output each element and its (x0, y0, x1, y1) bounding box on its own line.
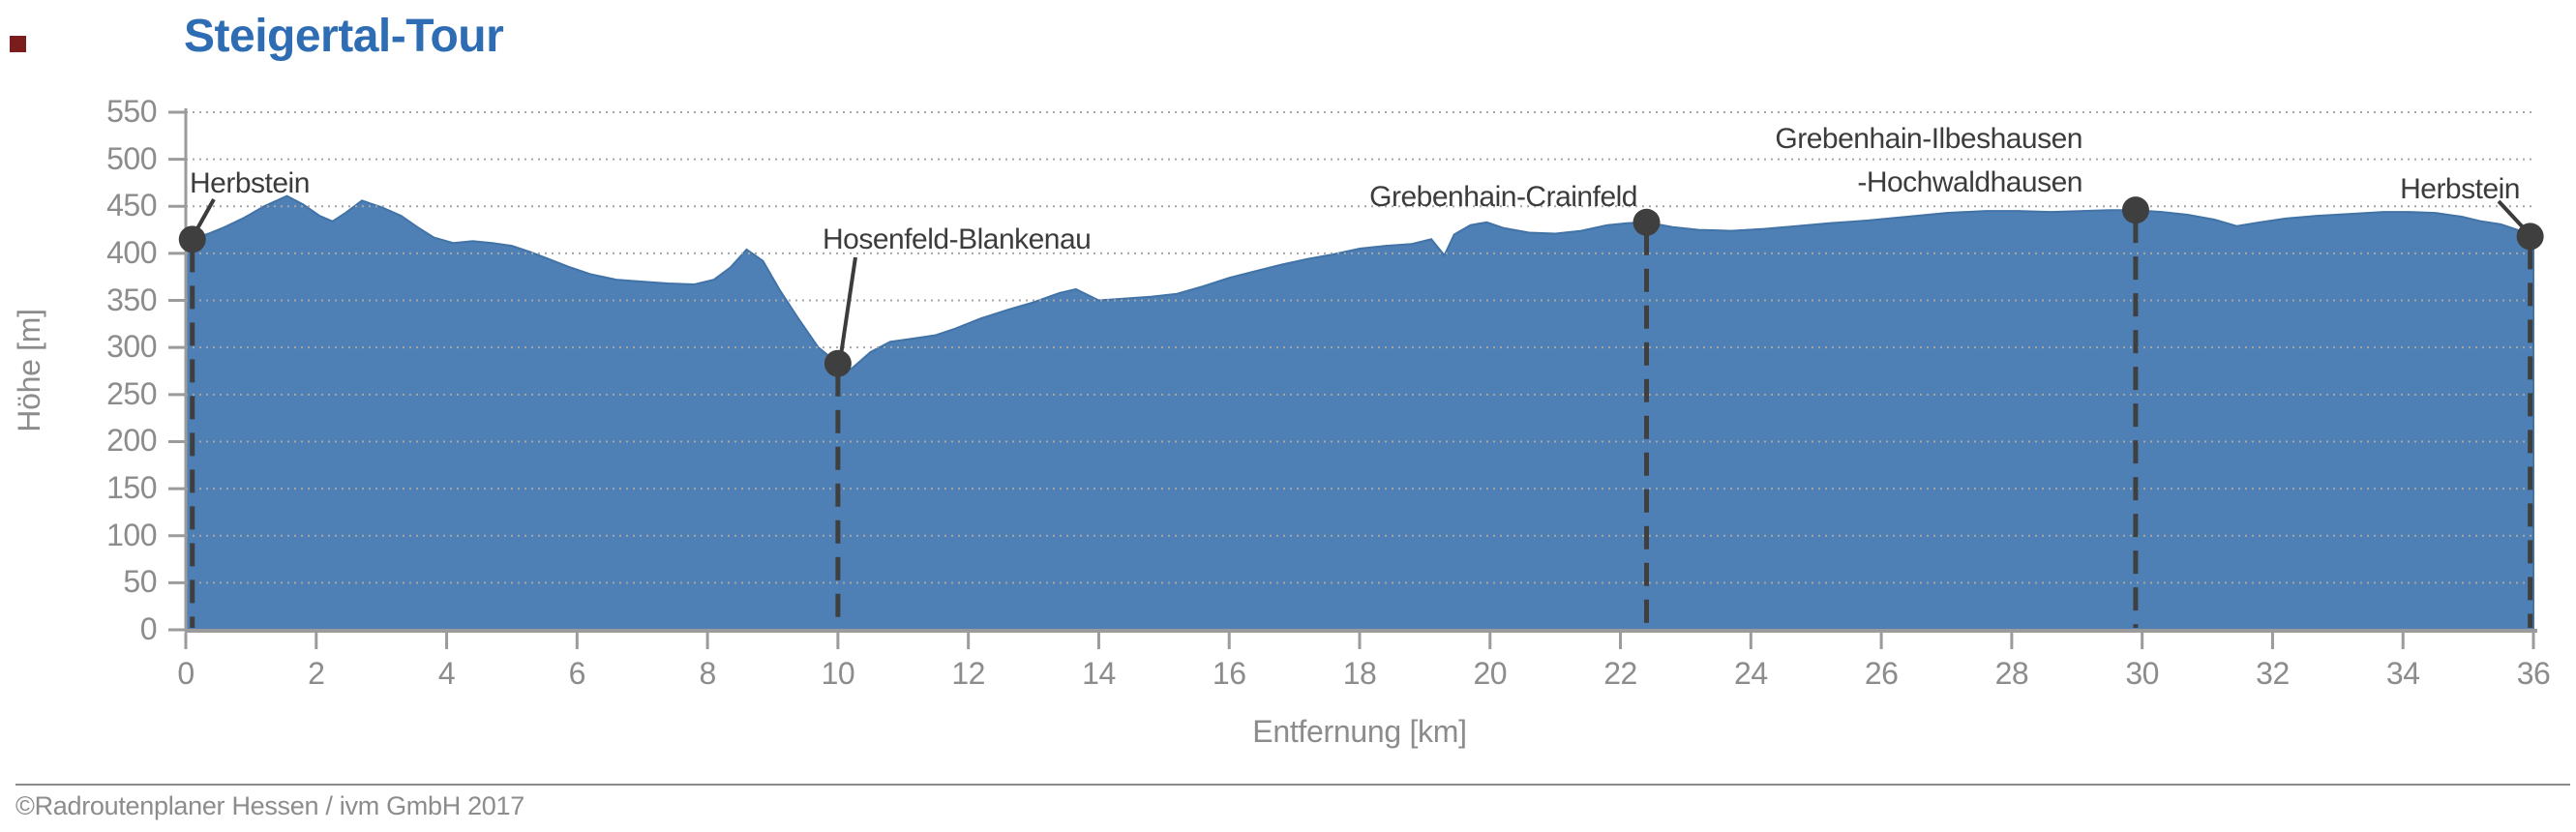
x-tick-label-32: 32 (2256, 656, 2290, 691)
waypoint-dot-1 (824, 349, 852, 377)
x-tick-label-20: 20 (1473, 656, 1508, 691)
x-tick-label-0: 0 (177, 656, 195, 691)
x-tick-label-10: 10 (821, 656, 855, 691)
waypoint-dot-2 (1632, 208, 1661, 236)
y-tick-label-0: 0 (139, 611, 158, 646)
waypoint-label-0: Herbstein (190, 167, 310, 199)
x-tick-label-14: 14 (1082, 656, 1116, 691)
copyright-text: ©Radroutenplaner Hessen / ivm GmbH 2017 (15, 791, 524, 820)
x-tick-label-18: 18 (1342, 656, 1377, 691)
x-tick-label-24: 24 (1734, 656, 1768, 691)
waypoint-leader-0 (195, 198, 216, 231)
y-tick-label-100: 100 (106, 517, 157, 552)
page-title: Steigertal-Tour (184, 11, 504, 62)
y-tick-label-300: 300 (106, 329, 157, 365)
x-tick-label-22: 22 (1603, 656, 1637, 691)
x-tick-label-36: 36 (2516, 656, 2551, 691)
x-axis-title: Entfernung [km] (1252, 714, 1467, 749)
y-tick-label-200: 200 (106, 423, 157, 459)
waypoint-label-3-line1: Grebenhain-Ilbeshausen (1775, 123, 2082, 155)
x-tick-label-6: 6 (568, 656, 586, 691)
x-tick-label-2: 2 (308, 656, 325, 691)
x-tick-label-12: 12 (951, 656, 985, 691)
y-tick-label-550: 550 (106, 94, 157, 129)
waypoint-leader-4 (2497, 199, 2527, 231)
waypoint-leader-1 (839, 256, 857, 356)
x-tick-label-34: 34 (2385, 656, 2420, 691)
y-tick-label-400: 400 (106, 234, 157, 270)
x-tick-label-26: 26 (1864, 656, 1899, 691)
red-square-marker (10, 36, 26, 52)
y-tick-label-350: 350 (106, 282, 157, 317)
waypoint-label-1: Hosenfeld-Blankenau (823, 223, 1092, 255)
waypoint-dot-0 (178, 225, 206, 253)
waypoint-label-4: Herbstein (2400, 173, 2520, 205)
x-tick-label-4: 4 (437, 656, 456, 691)
x-tick-label-28: 28 (1994, 656, 2029, 691)
x-tick-label-16: 16 (1212, 656, 1246, 691)
y-tick-label-500: 500 (106, 140, 157, 176)
y-tick-label-250: 250 (106, 375, 157, 411)
x-tick-label-8: 8 (699, 656, 716, 691)
waypoint-label-3-line2: -Hochwaldhausen (1857, 166, 2082, 198)
y-tick-label-450: 450 (106, 188, 157, 223)
elevation-area (185, 194, 2534, 631)
waypoint-label-2: Grebenhain-Crainfeld (1369, 181, 1637, 213)
waypoint-dot-3 (2121, 196, 2149, 224)
y-tick-label-150: 150 (106, 470, 157, 506)
waypoint-dot-4 (2516, 223, 2544, 251)
x-tick-label-30: 30 (2125, 656, 2159, 691)
y-tick-label-50: 50 (123, 564, 157, 600)
footer-divider (15, 784, 2570, 786)
